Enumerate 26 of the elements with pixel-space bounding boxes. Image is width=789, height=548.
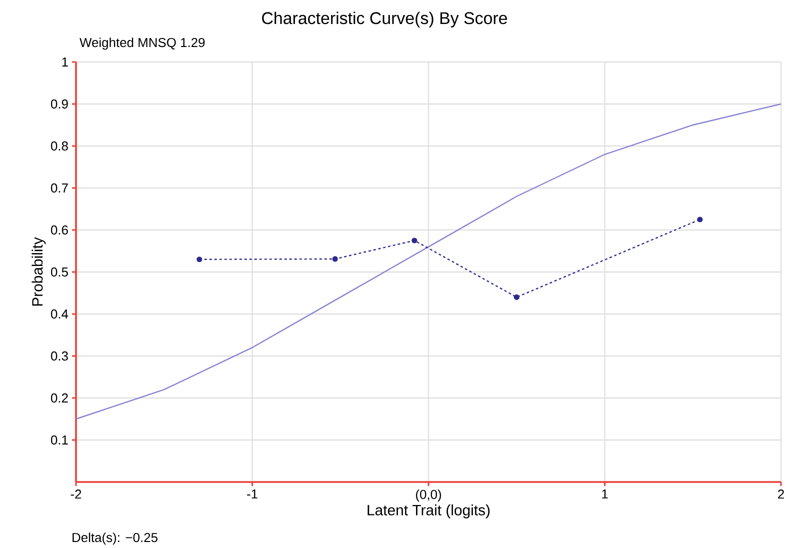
y-tick-label: 0.1 [50, 435, 68, 445]
y-tick-label: 0.8 [50, 141, 68, 151]
text: Delta(s): −0.25 [72, 532, 158, 545]
y-axis-title: Probability [32, 237, 46, 306]
y-tick-label: 0.3 [50, 351, 68, 361]
y-tick-label: 1 [62, 58, 68, 66]
text: Weighted MNSQ 1.29 [80, 38, 205, 50]
x-tick-label: -1 [247, 490, 258, 498]
y-tick-label: 0.6 [50, 225, 68, 235]
point [332, 256, 338, 262]
line-series [75, 103, 782, 420]
x-tick-label: (0,0) [416, 490, 442, 502]
y-tick-label: 0.2 [50, 393, 68, 403]
y-tick-label: 0.4 [50, 309, 68, 319]
point [697, 216, 703, 222]
point [196, 256, 202, 262]
x-tick-label: 1 [602, 490, 608, 498]
y-tick-label: 0.5 [50, 267, 68, 277]
y-tick-label: 0.7 [50, 183, 68, 193]
point [412, 238, 418, 244]
x-tick-label: 2 [778, 490, 784, 499]
x-axis-title: Latent Trait (logits) [368, 504, 490, 518]
y-tick-label: 0.9 [50, 99, 68, 109]
point [514, 294, 520, 300]
chart-title: Characteristic Curve(s) By Score [262, 12, 508, 28]
x-tick-label: -2 [70, 490, 82, 499]
